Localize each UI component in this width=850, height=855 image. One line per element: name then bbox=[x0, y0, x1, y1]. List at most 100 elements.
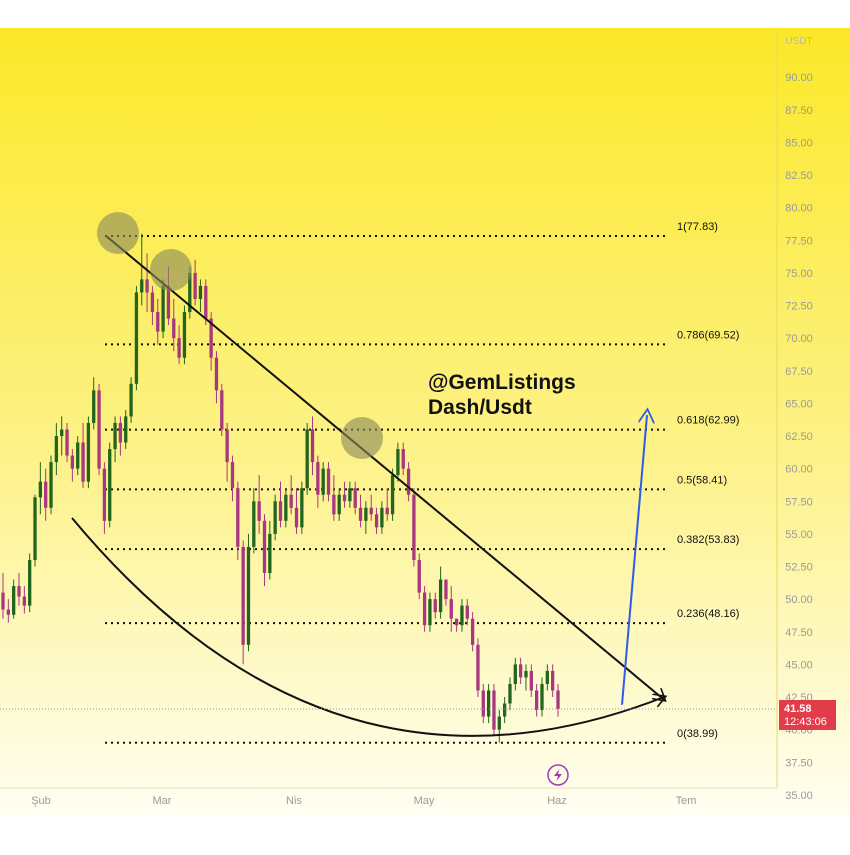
candle-body bbox=[241, 546, 245, 645]
candle-body bbox=[166, 285, 171, 319]
candle-body bbox=[12, 586, 16, 615]
event-marker[interactable] bbox=[547, 764, 569, 786]
candle-body bbox=[513, 664, 517, 684]
candle-body bbox=[396, 449, 400, 476]
candle-body bbox=[22, 596, 27, 606]
candle-body bbox=[102, 468, 107, 521]
candle-body bbox=[86, 422, 91, 482]
candle-body bbox=[502, 703, 507, 717]
candle-body bbox=[449, 599, 453, 619]
candle-body bbox=[508, 683, 512, 704]
candle-body bbox=[204, 285, 208, 319]
candle-body bbox=[188, 272, 192, 313]
fibonacci-levels: 1(77.83) 0.786(69.52) 0.618(62.99) 0.5(58.4… bbox=[105, 221, 739, 744]
price-tag-background bbox=[779, 700, 836, 731]
candle-body bbox=[454, 618, 459, 626]
candle-body bbox=[38, 481, 43, 498]
candle-body bbox=[326, 468, 331, 495]
price-tick-label: 90.00 bbox=[785, 72, 813, 84]
price-tag-countdown: 12:43:06 bbox=[784, 716, 827, 728]
time-tick-label: Mar bbox=[153, 795, 172, 807]
price-tick-label: 77.50 bbox=[785, 235, 813, 247]
candle-body bbox=[316, 462, 320, 495]
highlight-circles bbox=[97, 212, 383, 459]
candle-body bbox=[497, 716, 501, 730]
candle-body bbox=[401, 449, 405, 469]
candle-body bbox=[492, 690, 496, 730]
candle-body bbox=[444, 579, 448, 600]
candle-body bbox=[529, 670, 533, 691]
candle-body bbox=[230, 462, 235, 489]
candle-body bbox=[214, 357, 219, 391]
price-tick-label: 80.00 bbox=[785, 203, 813, 215]
fib-level-label: 0.786(69.52) bbox=[677, 329, 739, 341]
price-tick-label: 67.50 bbox=[785, 366, 813, 378]
price-tick-label: 62.50 bbox=[785, 431, 813, 443]
candle-body bbox=[486, 690, 491, 717]
candle-body bbox=[44, 481, 48, 508]
candle-body bbox=[332, 494, 336, 515]
candle-body bbox=[337, 494, 341, 515]
candle-body bbox=[28, 559, 32, 606]
candle-body bbox=[65, 429, 69, 456]
candle-body bbox=[124, 416, 128, 443]
candle-body bbox=[305, 429, 309, 489]
touch-highlight-circle bbox=[341, 417, 383, 459]
candle-body bbox=[284, 494, 288, 521]
candle-body bbox=[412, 494, 416, 560]
candle-body bbox=[433, 599, 437, 613]
price-tick-label: 87.50 bbox=[785, 105, 813, 117]
candle-body bbox=[289, 494, 293, 508]
candle-body bbox=[534, 690, 539, 711]
rounded-bottom-curve bbox=[71, 517, 664, 737]
candle-body bbox=[209, 318, 213, 358]
candle-body bbox=[6, 609, 10, 615]
price-tick-label: 60.00 bbox=[785, 464, 813, 476]
price-axis-unit: USDT bbox=[785, 36, 812, 47]
candle-body bbox=[113, 422, 117, 450]
candle-body bbox=[321, 468, 325, 495]
fib-level-label: 0(38.99) bbox=[677, 728, 718, 740]
descending-trendline bbox=[105, 235, 664, 700]
candle-body bbox=[108, 449, 112, 521]
candle-body bbox=[257, 501, 261, 521]
candle-body bbox=[300, 488, 304, 528]
time-tick-label: Şub bbox=[31, 795, 51, 807]
candle-body bbox=[81, 442, 85, 482]
candle-body bbox=[118, 422, 123, 443]
projection-arrow[interactable] bbox=[621, 415, 647, 705]
candle-body bbox=[470, 618, 475, 645]
candle-body bbox=[134, 292, 139, 384]
candle-body bbox=[161, 285, 165, 332]
candle-body bbox=[417, 559, 421, 593]
price-axis: USDT 90.00 87.50 85.00 82.50 80.00 77.50 75.00… bbox=[785, 36, 813, 802]
candle-body bbox=[145, 279, 149, 293]
candle-body bbox=[156, 312, 160, 332]
fib-level-label: 1(77.83) bbox=[677, 221, 718, 233]
candle-body bbox=[422, 592, 427, 626]
candle-body bbox=[438, 579, 443, 613]
candle-body bbox=[380, 507, 384, 528]
price-tick-label: 75.00 bbox=[785, 268, 813, 280]
candle-body bbox=[481, 690, 485, 717]
candle-body bbox=[524, 670, 528, 678]
fib-level-label: 0.236(48.16) bbox=[677, 608, 739, 620]
candle-body bbox=[342, 494, 347, 502]
candle-body bbox=[70, 455, 75, 469]
candle-body bbox=[460, 605, 464, 626]
candle-body bbox=[353, 488, 357, 508]
candle-body bbox=[76, 442, 80, 469]
time-tick-label: Nis bbox=[286, 795, 302, 807]
price-tick-label: 35.00 bbox=[785, 790, 813, 802]
candle-body bbox=[273, 501, 277, 534]
candle-body bbox=[182, 312, 187, 358]
candle-body bbox=[278, 501, 283, 521]
price-tick-label: 55.00 bbox=[785, 529, 813, 541]
candle-body bbox=[369, 507, 373, 515]
candle-body bbox=[406, 468, 411, 495]
chart-background bbox=[0, 28, 850, 815]
candle-body bbox=[545, 670, 549, 684]
time-tick-label: Tem bbox=[676, 795, 697, 807]
candle-body bbox=[225, 429, 229, 463]
candle-body bbox=[518, 664, 523, 678]
